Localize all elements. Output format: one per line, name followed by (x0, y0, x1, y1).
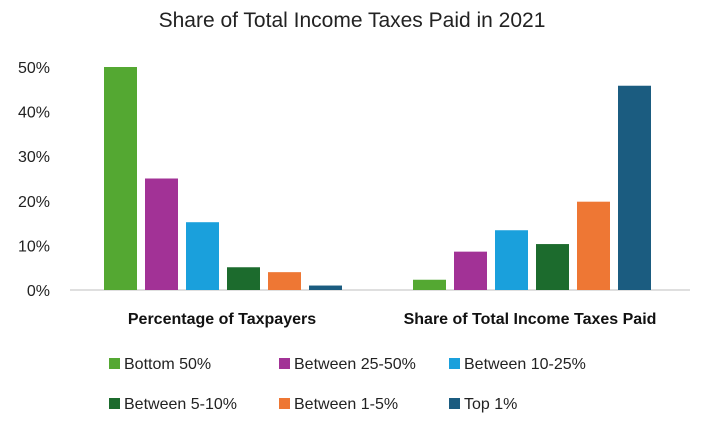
y-tick-label: 20% (18, 194, 50, 211)
legend-label: Between 25-50% (294, 356, 416, 373)
legend-label: Between 1-5% (294, 396, 398, 413)
legend-item: Between 1-5% (279, 396, 398, 413)
y-axis: 0% 10% 20% 30% 40% 50% (18, 60, 50, 300)
y-tick-label: 30% (18, 149, 50, 166)
legend-label: Between 5-10% (124, 396, 237, 413)
y-tick-label: 50% (18, 60, 50, 77)
legend-swatch (279, 358, 290, 369)
bar (495, 230, 528, 290)
legend-swatch (109, 398, 120, 409)
bar (227, 267, 260, 290)
bar (145, 178, 178, 290)
legend-item: Between 25-50% (279, 356, 416, 373)
y-tick-label: 0% (27, 283, 50, 300)
y-tick-label: 40% (18, 105, 50, 122)
bar (413, 279, 446, 290)
legend-item: Between 10-25% (449, 356, 586, 373)
chart-title: Share of Total Income Taxes Paid in 2021 (159, 9, 546, 32)
legend-item: Between 5-10% (109, 396, 237, 413)
bar (618, 85, 651, 291)
bar (536, 244, 569, 290)
category-labels: Percentage of Taxpayers Share of Total In… (128, 311, 657, 328)
legend-swatch (449, 398, 460, 409)
x-category-label: Share of Total Income Taxes Paid (404, 311, 657, 328)
bar (454, 251, 487, 290)
bar (268, 272, 301, 290)
legend-item: Bottom 50% (109, 356, 211, 373)
legend-item: Top 1% (449, 396, 517, 413)
bar (104, 67, 137, 290)
legend-label: Top 1% (464, 396, 517, 413)
legend-swatch (279, 398, 290, 409)
legend-label: Between 10-25% (464, 356, 586, 373)
legend-swatch (449, 358, 460, 369)
bar (186, 222, 219, 290)
bars (104, 67, 651, 291)
legend-swatch (109, 358, 120, 369)
bar (309, 285, 342, 290)
x-category-label: Percentage of Taxpayers (128, 311, 316, 328)
legend-label: Bottom 50% (124, 356, 211, 373)
legend: Bottom 50% Between 25-50% Between 10-25% Be… (109, 356, 586, 413)
y-tick-label: 10% (18, 238, 50, 255)
bar (577, 201, 610, 290)
